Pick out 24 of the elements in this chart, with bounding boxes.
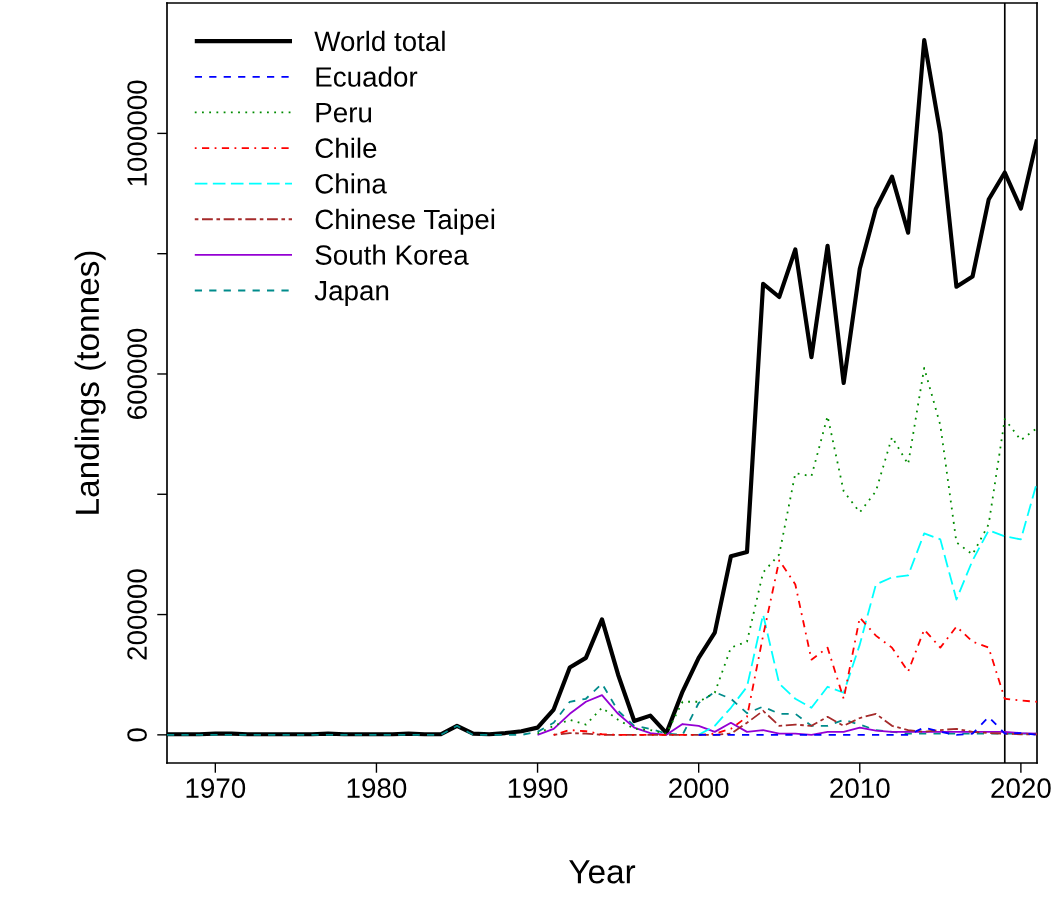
y-tick-label: 1000000: [127, 80, 147, 186]
line-series: [552, 709, 1037, 736]
x-tick-label: 1980: [347, 778, 407, 798]
x-axis-title: Year: [569, 860, 636, 884]
legend-label: Peru: [316, 103, 372, 123]
x-tick-label: 2020: [991, 778, 1051, 798]
legend-label: Ecuador: [316, 66, 418, 87]
y-tick-label: 600000: [127, 328, 147, 419]
legend-label: China: [315, 173, 387, 194]
x-tick-label: 1990: [508, 778, 568, 798]
y-tick-label: 0: [127, 728, 147, 742]
x-tick-label: 2010: [830, 778, 890, 798]
line-series: [536, 694, 1037, 736]
line-series: [552, 559, 1037, 736]
legend-label: Japan: [314, 281, 389, 306]
y-tick-label: 200000: [127, 569, 147, 660]
y-axis-title: Landings (tonnes): [74, 251, 106, 514]
legend-label: Chinese Taipei: [315, 208, 495, 235]
legend-label: World total: [314, 30, 445, 52]
line-series: [536, 367, 1037, 735]
legend-label: Chile: [315, 137, 377, 159]
legend-label: South Korea: [315, 244, 469, 265]
x-tick-label: 1970: [186, 778, 246, 798]
x-tick-label: 2000: [669, 778, 729, 798]
